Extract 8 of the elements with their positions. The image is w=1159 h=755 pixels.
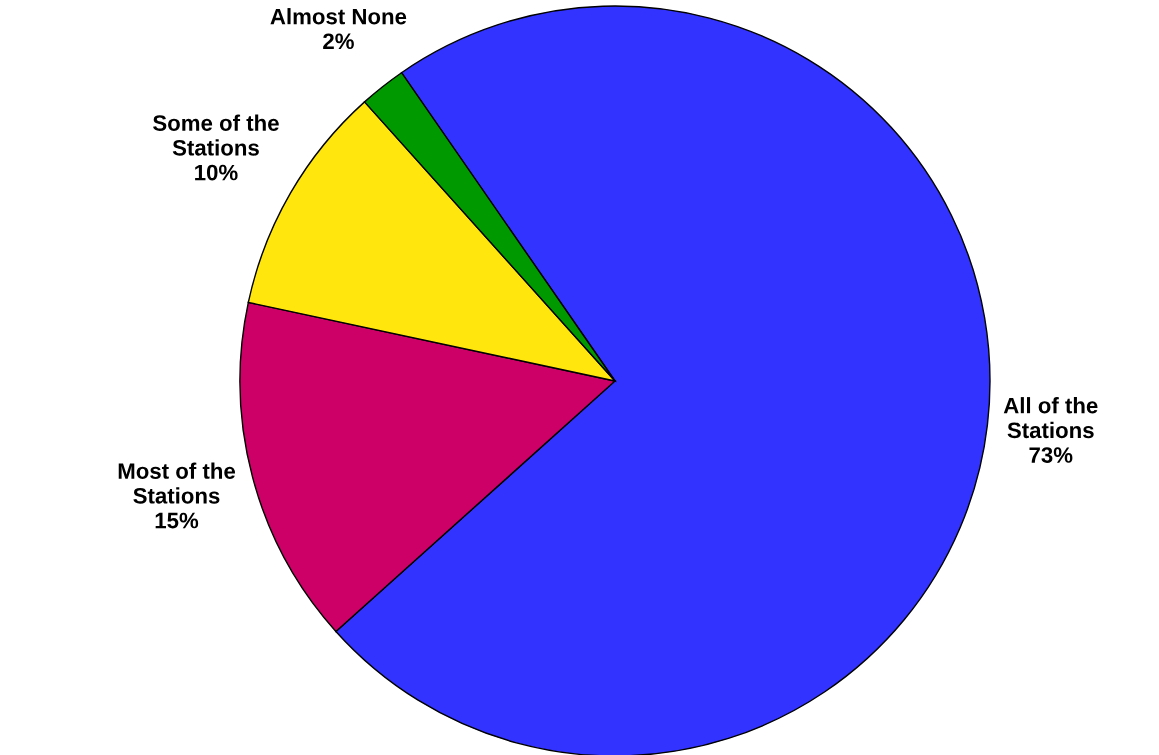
- slice-label: Almost None: [270, 8, 407, 25]
- data-label: 2%: [323, 33, 354, 50]
- data-label: 10%: [195, 164, 238, 181]
- slice-label: Most of the Stations: [118, 462, 235, 504]
- slice-label: Some of the Stations: [153, 114, 279, 156]
- data-label: 15%: [155, 512, 199, 529]
- slice-label: All of the Stations: [1003, 397, 1098, 439]
- data-label: 73%: [1029, 447, 1073, 463]
